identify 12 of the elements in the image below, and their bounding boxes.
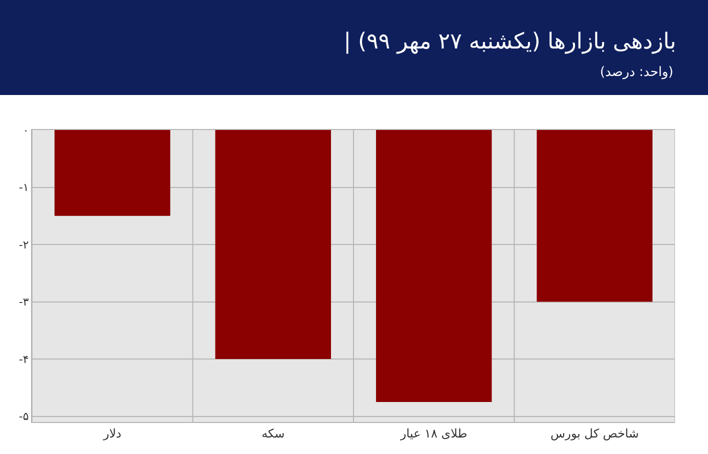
x-tick-label: دلار	[102, 426, 122, 440]
y-tick-label: -۵	[18, 410, 29, 424]
y-tick-label: -۲	[18, 238, 29, 252]
y-tick-label: -۱	[18, 181, 29, 194]
y-tick-label: ۰	[22, 124, 29, 137]
y-tick-label: -۳	[18, 296, 29, 309]
x-tick-label: شاخص کل بورس	[550, 426, 639, 440]
chart-title: | بازدهی بازارها (یکشنبه ۲۷ مهر ۹۹)	[344, 30, 676, 55]
x-tick-label: طلای ۱۸ عیار	[399, 426, 468, 440]
chart-subtitle: (واحد: درصد)	[600, 65, 674, 80]
y-tick-label: -۴	[18, 352, 29, 366]
x-tick-label: سکه	[262, 426, 285, 440]
